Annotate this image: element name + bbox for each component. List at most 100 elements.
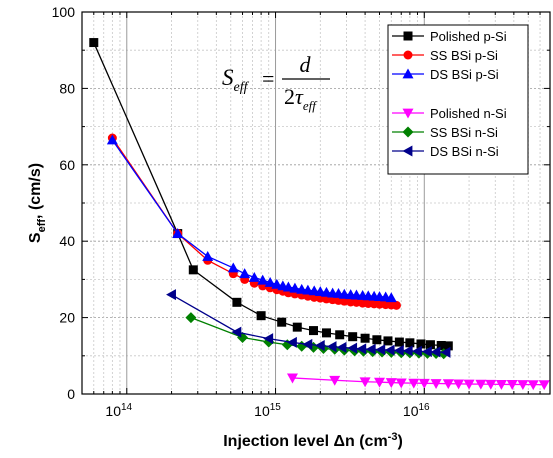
data-point [257,274,269,285]
ticks [81,11,551,395]
x-tick-label: 1016 [403,402,430,419]
y-axis-title: Seff, (cm/s) [27,163,48,243]
legend-label: DS BSi n-Si [430,144,499,159]
data-point [185,312,197,324]
data-point [425,340,435,350]
legend-marker [403,50,413,60]
data-point [394,337,404,347]
y-tick-labels: 0 20 40 60 80 100 [52,4,76,402]
data-point [336,341,347,353]
data-point [443,341,453,351]
data-point [89,38,99,48]
legend-label: DS BSi p-Si [430,67,499,82]
data-point [231,326,242,338]
data-point [418,378,430,389]
y-tick-label: 60 [59,157,75,173]
legend-item: Polished p-Si [392,29,507,44]
series-layer [89,38,550,391]
data-point [202,250,214,261]
legend-label: Polished n-Si [430,106,507,121]
y-axis-title-rest: , (cm/s) [27,163,44,219]
data-point [326,341,337,353]
data-point [166,289,176,301]
data-point [393,344,404,356]
data-point [411,345,422,357]
formula-tau: τ [295,84,304,109]
data-point [402,345,413,357]
data-point [375,344,386,356]
data-point [286,373,298,384]
legend-label: SS BSi p-Si [430,48,498,63]
data-point [314,339,325,351]
formula-lhs: S [222,65,234,90]
y-axis-title-main: S [27,232,44,243]
data-point [408,378,420,389]
data-point [440,346,451,358]
data-point [421,346,432,358]
data-point [256,311,266,321]
legend-item: Polished n-Si [392,106,507,121]
data-point [347,342,358,354]
formula-equals: = [262,66,274,91]
data-point [495,379,507,390]
data-point [384,344,395,356]
data-point [302,338,313,350]
series-4 [286,373,550,391]
data-point [277,317,287,327]
legend: Polished p-Si SS BSi p-Si DS BSi p-Si Polis… [387,24,529,175]
data-point [289,282,301,293]
legend-marker [402,145,413,157]
data-point [232,297,242,307]
data-point [335,330,345,340]
legend-item: SS BSi n-Si [392,125,498,140]
formula-lhs-sub: eff [234,80,250,95]
data-point [329,375,341,386]
data-point [321,328,331,338]
svg-text:Seff: Seff [222,65,250,95]
data-point [463,379,475,390]
legend-label: SS BSi n-Si [430,125,498,140]
svg-text:2τeff: 2τeff [284,84,318,113]
x-axis-title-close: ) [397,433,402,450]
data-point [286,336,297,348]
data-point [248,271,260,282]
data-point [453,379,465,390]
data-point [385,378,397,389]
y-axis-title-sub: eff [36,219,48,233]
x-axis-title-main: Injection level [223,433,333,450]
formula-den-prefix: 2 [284,84,295,109]
x-axis-title: Injection level Δn (cm-3) [223,431,403,450]
data-point [263,333,274,345]
data-point [292,322,302,332]
legend-label: Polished p-Si [430,29,507,44]
formula-annotation: Seff = d 2τeff [222,52,330,113]
data-point [485,379,497,390]
y-tick-label: 20 [59,310,75,326]
x-axis-title-unit: (cm [355,433,388,450]
data-point [372,335,382,345]
data-point [416,339,426,349]
y-tick-label: 100 [52,4,76,20]
formula-numerator: d [300,52,312,77]
data-point [475,379,487,390]
y-tick-label: 0 [67,386,75,402]
legend-marker [403,31,413,41]
data-point [282,281,294,292]
x-tick-label: 1015 [254,402,281,419]
data-point [356,343,367,355]
data-point [506,380,518,390]
data-point [188,265,198,275]
series-line [111,139,392,299]
data-point [264,276,276,287]
y-tick-label: 80 [59,80,75,96]
x-axis-title-unit-sup: -3 [388,431,398,443]
data-point [527,380,539,391]
data-point [405,338,415,348]
data-point [517,380,529,391]
x-tick-labels: 1014 1015 1016 [105,402,430,419]
data-point [172,228,184,238]
legend-marker [402,126,414,138]
data-point [359,377,371,388]
data-point [436,340,446,350]
